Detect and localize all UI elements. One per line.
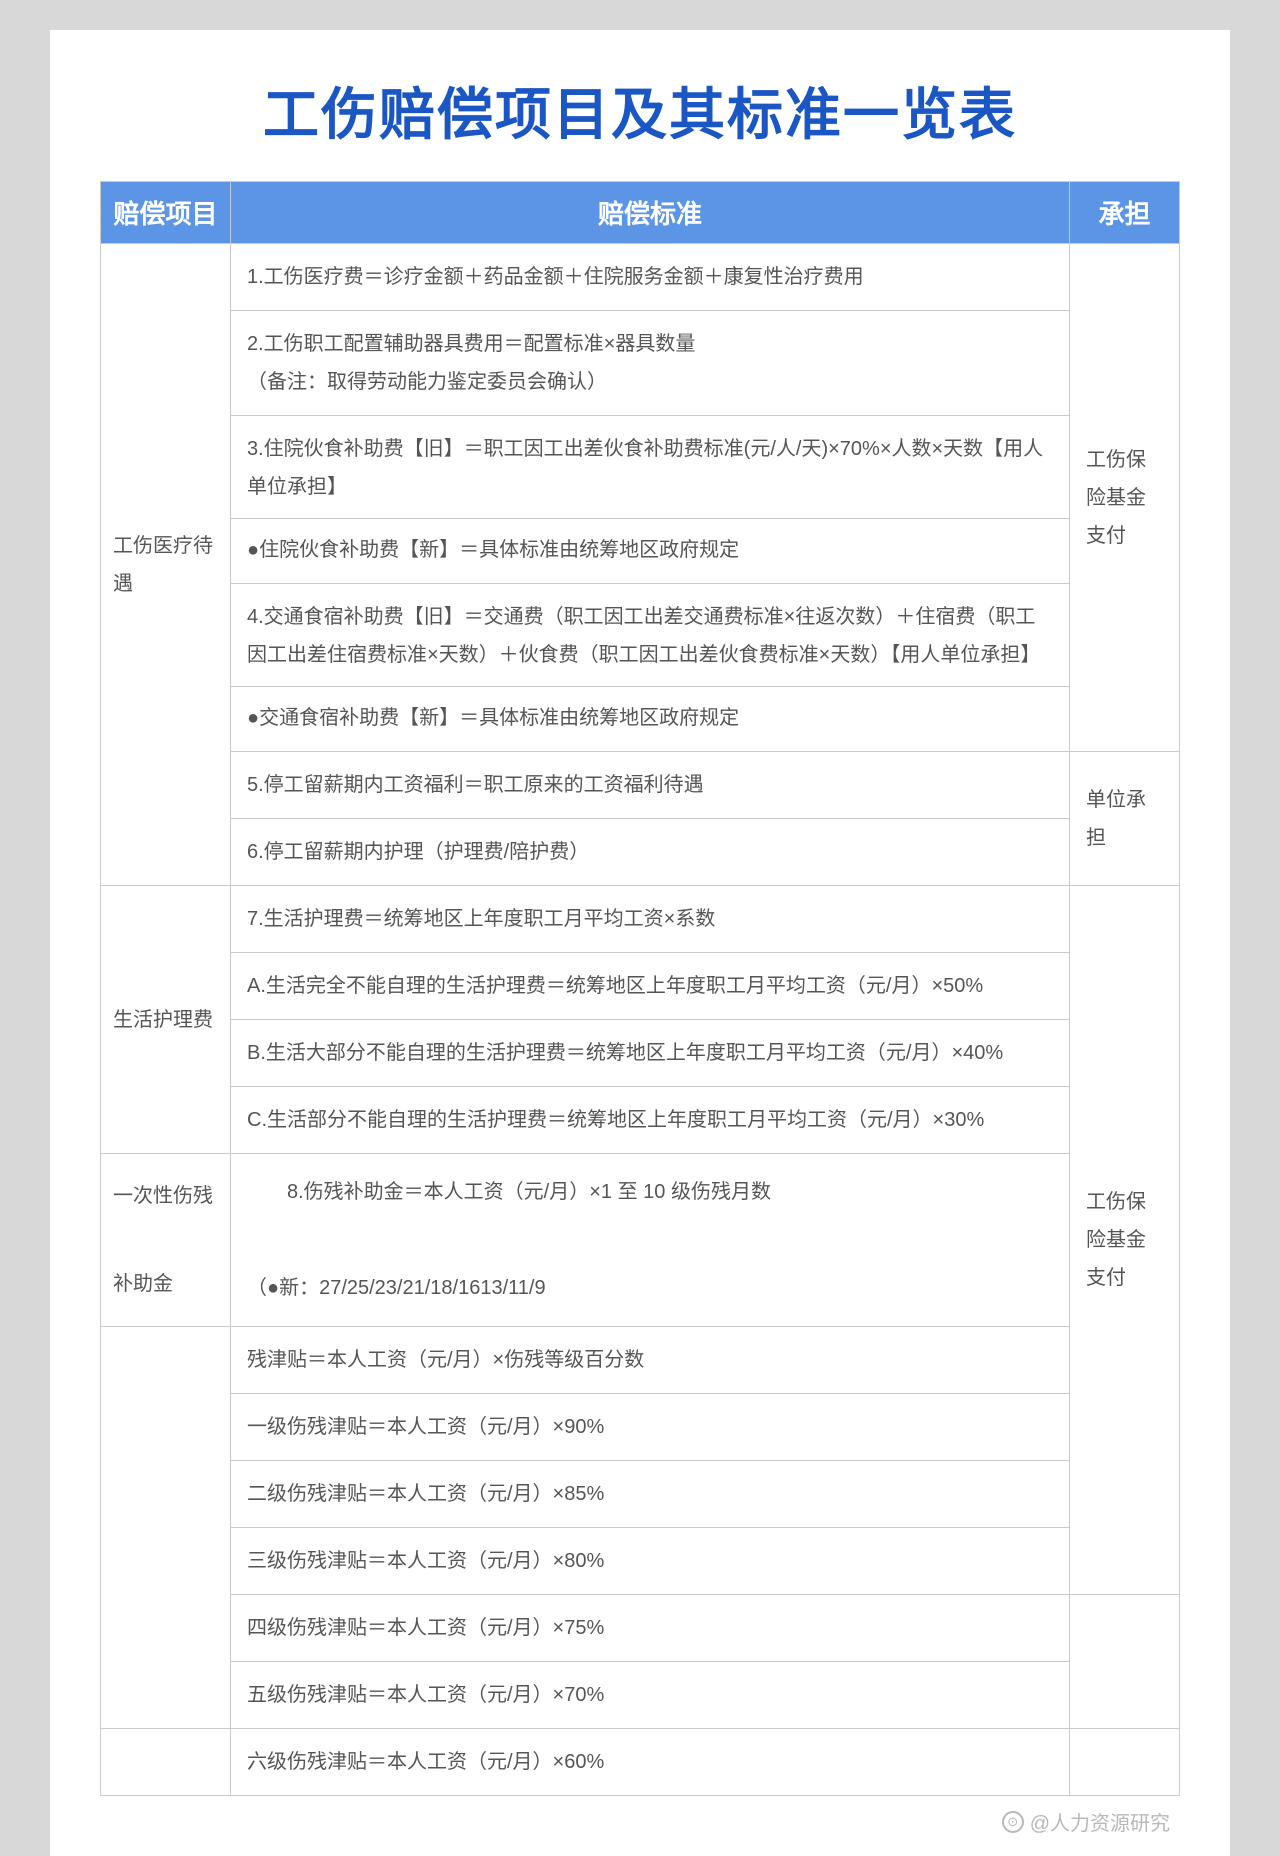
text: 补助金 [113,1273,173,1295]
table-row: 3.住院伙食补助费【旧】＝职工因工出差伙食补助费标准(元/人/天)×70%×人数… [101,416,1180,584]
standard-cell: 7.生活护理费＝统筹地区上年度职工月平均工资×系数 [231,886,1070,953]
table-row: 四级伤残津贴＝本人工资（元/月）×75% [101,1595,1180,1662]
text: 一次性伤残 [113,1185,213,1207]
standard-cell: 一级伤残津贴＝本人工资（元/月）×90% [231,1394,1070,1461]
text: （●新：27/25/23/21/18/1613/11/9 [247,1277,546,1299]
standard-cell: 二级伤残津贴＝本人工资（元/月）×85% [231,1461,1070,1528]
text: 8.伤残补助金＝本人工资（元/月）×1 至 10 级伤残月数 [247,1181,771,1203]
project-cell [101,1327,231,1729]
table-row: 5.停工留薪期内工资福利＝职工原来的工资福利待遇 单位承担 [101,752,1180,819]
standard-cell: A.生活完全不能自理的生活护理费＝统筹地区上年度职工月平均工资（元/月）×50% [231,953,1070,1020]
page-title: 工伤赔偿项目及其标准一览表 [100,70,1180,151]
table-row: 4.交通食宿补助费【旧】＝交通费（职工因工出差交通费标准×往返次数）＋住宿费（职… [101,584,1180,752]
watermark: ⊙ @人力资源研究 [1002,1807,1170,1836]
project-cell: 工伤医疗待遇 [101,244,231,886]
standard-cell: C.生活部分不能自理的生活护理费＝统筹地区上年度职工月平均工资（元/月）×30% [231,1087,1070,1154]
table-row: 一次性伤残 补助金 8.伤残补助金＝本人工资（元/月）×1 至 10 级伤残月数… [101,1154,1180,1327]
col-bearer: 承担 [1070,182,1180,244]
standard-cell: 六级伤残津贴＝本人工资（元/月）×60% [231,1729,1070,1796]
table-row: B.生活大部分不能自理的生活护理费＝统筹地区上年度职工月平均工资（元/月）×40… [101,1020,1180,1087]
standard-cell: 三级伤残津贴＝本人工资（元/月）×80% [231,1528,1070,1595]
table-row: A.生活完全不能自理的生活护理费＝统筹地区上年度职工月平均工资（元/月）×50% [101,953,1180,1020]
table-row: 2.工伤职工配置辅助器具费用＝配置标准×器具数量 （备注：取得劳动能力鉴定委员会… [101,311,1180,416]
project-cell [101,1729,231,1796]
standard-cell: 残津贴＝本人工资（元/月）×伤残等级百分数 [231,1327,1070,1394]
table-header-row: 赔偿项目 赔偿标准 承担 [101,182,1180,244]
table-row: 残津贴＝本人工资（元/月）×伤残等级百分数 [101,1327,1180,1394]
standard-cell: 2.工伤职工配置辅助器具费用＝配置标准×器具数量 （备注：取得劳动能力鉴定委员会… [231,311,1070,416]
text: 3.住院伙食补助费【旧】＝职工因工出差伙食补助费标准(元/人/天)×70%×人数… [247,438,1043,498]
bearer-cell [1070,1595,1180,1729]
standard-cell: 1.工伤医疗费＝诊疗金额＋药品金额＋住院服务金额＋康复性治疗费用 [231,244,1070,311]
bearer-cell: 工伤保险基金支付 [1070,886,1180,1595]
bearer-cell: 单位承担 [1070,752,1180,886]
bearer-cell [1070,1729,1180,1796]
table-row: 三级伤残津贴＝本人工资（元/月）×80% [101,1528,1180,1595]
col-project: 赔偿项目 [101,182,231,244]
project-cell: 生活护理费 [101,886,231,1154]
standard-cell: 8.伤残补助金＝本人工资（元/月）×1 至 10 级伤残月数 （●新：27/25… [231,1154,1070,1327]
standard-cell: 四级伤残津贴＝本人工资（元/月）×75% [231,1595,1070,1662]
text: 4.交通食宿补助费【旧】＝交通费（职工因工出差交通费标准×往返次数）＋住宿费（职… [247,606,1040,666]
standard-cell: 5.停工留薪期内工资福利＝职工原来的工资福利待遇 [231,752,1070,819]
text: 2.工伤职工配置辅助器具费用＝配置标准×器具数量 [247,333,695,355]
col-standard: 赔偿标准 [231,182,1070,244]
table-row: 生活护理费 7.生活护理费＝统筹地区上年度职工月平均工资×系数 工伤保险基金支付 [101,886,1180,953]
text: ●交通食宿补助费【新】＝具体标准由统筹地区政府规定 [231,686,1069,737]
compensation-table: 赔偿项目 赔偿标准 承担 工伤医疗待遇 1.工伤医疗费＝诊疗金额＋药品金额＋住院… [100,181,1180,1796]
table-row: C.生活部分不能自理的生活护理费＝统筹地区上年度职工月平均工资（元/月）×30% [101,1087,1180,1154]
watermark-text: @人力资源研究 [1030,1807,1170,1836]
table-row: 二级伤残津贴＝本人工资（元/月）×85% [101,1461,1180,1528]
standard-cell: 3.住院伙食补助费【旧】＝职工因工出差伙食补助费标准(元/人/天)×70%×人数… [231,416,1070,584]
document-page: 工伤赔偿项目及其标准一览表 赔偿项目 赔偿标准 承担 工伤医疗待遇 1.工伤医疗… [50,30,1230,1856]
text: （备注：取得劳动能力鉴定委员会确认） [247,371,607,393]
table-row: 六级伤残津贴＝本人工资（元/月）×60% [101,1729,1180,1796]
table-row: 6.停工留薪期内护理（护理费/陪护费） [101,819,1180,886]
table-row: 工伤医疗待遇 1.工伤医疗费＝诊疗金额＋药品金额＋住院服务金额＋康复性治疗费用 … [101,244,1180,311]
project-cell: 一次性伤残 补助金 [101,1154,231,1327]
weibo-icon: ⊙ [1002,1811,1024,1833]
text: ●住院伙食补助费【新】＝具体标准由统筹地区政府规定 [231,518,1069,569]
table-row: 一级伤残津贴＝本人工资（元/月）×90% [101,1394,1180,1461]
bearer-cell: 工伤保险基金支付 [1070,244,1180,752]
standard-cell: B.生活大部分不能自理的生活护理费＝统筹地区上年度职工月平均工资（元/月）×40… [231,1020,1070,1087]
standard-cell: 五级伤残津贴＝本人工资（元/月）×70% [231,1662,1070,1729]
table-row: 五级伤残津贴＝本人工资（元/月）×70% [101,1662,1180,1729]
standard-cell: 6.停工留薪期内护理（护理费/陪护费） [231,819,1070,886]
standard-cell: 4.交通食宿补助费【旧】＝交通费（职工因工出差交通费标准×往返次数）＋住宿费（职… [231,584,1070,752]
